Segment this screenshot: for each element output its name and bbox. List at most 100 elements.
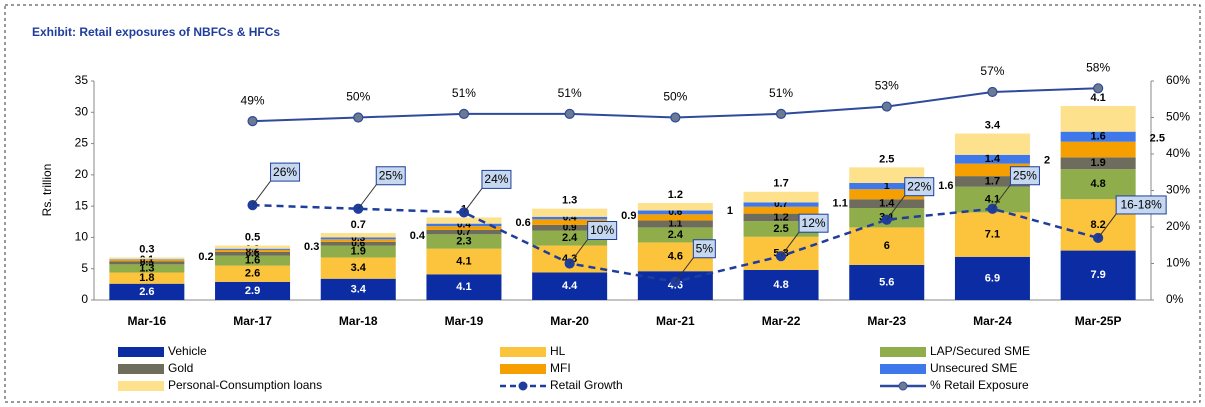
legend-swatch (880, 347, 926, 357)
label-box (798, 213, 829, 233)
bar-value-label: 0.5 (245, 231, 260, 243)
line-value-label: 25% (1013, 168, 1037, 182)
line-point (775, 108, 787, 119)
bar-segment (849, 199, 925, 209)
label-leader (569, 239, 589, 264)
line-value-label: 26% (273, 165, 297, 179)
line-value-label: 53% (875, 79, 899, 93)
bar-value-label: 4.1 (456, 281, 471, 293)
line-point (1093, 83, 1104, 94)
bar-segment (109, 272, 185, 284)
bar-value-label: 0.3 (304, 241, 319, 253)
bar-value-label: 2 (1044, 155, 1050, 167)
bar-segment (109, 259, 185, 260)
label-leader (674, 257, 694, 283)
label-leader (992, 184, 1011, 210)
x-tick-label: Mar-19 (445, 314, 484, 328)
bar-value-label: 1.6 (938, 180, 953, 192)
line-value-label: 25% (379, 168, 403, 182)
legend-label: MFI (550, 361, 571, 375)
x-tick-label: Mar-20 (550, 314, 589, 328)
bar-segment (849, 227, 925, 265)
bar-value-label: 0.2 (246, 244, 260, 255)
bar-segment (426, 217, 502, 224)
bar-segment (637, 210, 713, 215)
bar-value-label: 0.7 (351, 219, 366, 231)
x-tick-label: Mar-22 (762, 314, 801, 328)
bar-segment (109, 257, 185, 260)
bar-segment (637, 214, 713, 221)
bar-segment (954, 212, 1030, 257)
legend-label: Unsecured SME (930, 361, 1017, 375)
bar-value-label: 0.4 (457, 220, 471, 231)
y-tick-label: 35 (75, 73, 89, 87)
bar-segment (849, 182, 925, 190)
y2-tick-label: 10% (1166, 256, 1190, 270)
bar-value-label: 0.4 (410, 230, 426, 242)
line-value-label: 51% (769, 86, 793, 100)
y-tick-label: 5 (81, 261, 88, 275)
x-tick-label: Mar-24 (973, 314, 1012, 328)
bar-value-label: 1.9 (1091, 157, 1106, 169)
x-tick-label: Mar-16 (128, 314, 167, 328)
line-value-label: 24% (484, 172, 508, 186)
y2-tick-label: 30% (1166, 183, 1190, 197)
y-tick-label: 15 (75, 198, 89, 212)
label-leader (463, 188, 483, 213)
bar-value-label: 6.9 (985, 272, 1000, 284)
bar-segment (426, 223, 502, 227)
bar-value-label: 4.1 (1091, 92, 1106, 104)
bar-segment (637, 203, 713, 211)
bar-segment (320, 239, 396, 242)
bar-segment (532, 208, 608, 217)
bar-segment (320, 241, 396, 246)
bar-value-label: 0.7 (774, 199, 788, 210)
label-leader (357, 184, 377, 210)
bar-value-label: 2.6 (245, 268, 260, 280)
line-value-label: 16-18% (1120, 198, 1162, 212)
bar-value-label: 4.8 (1091, 178, 1106, 190)
bar-value-label: 1.4 (985, 153, 1001, 165)
bar-value-label: 6 (884, 240, 890, 252)
line-value-label: 50% (346, 90, 370, 104)
bar-segment (743, 191, 819, 203)
bar-segment (1060, 169, 1136, 200)
bar-segment (532, 224, 608, 231)
line-point (247, 200, 258, 211)
legend-label: % Retail Exposure (930, 378, 1029, 392)
bar-value-label: 3.4 (985, 119, 1001, 131)
bar-value-label: 0.2 (198, 251, 213, 263)
bar-segment (426, 274, 502, 300)
bar-value-label: 2.4 (562, 232, 578, 244)
bar-value-label: 2.9 (245, 285, 260, 297)
y-axis-label: Rs. trillion (40, 164, 54, 217)
label-box (692, 239, 716, 259)
bar-value-label: 0.7 (457, 227, 471, 238)
bar-segment (532, 216, 608, 220)
bar-segment (320, 245, 396, 258)
legend-label: Personal-Consumption loans (168, 378, 322, 392)
bar-value-label: 0.3 (351, 233, 365, 244)
bar-segment (215, 281, 291, 300)
bar-value-label: 4.1 (456, 255, 471, 267)
line-point (353, 112, 364, 123)
bar-value-label: 0.9 (621, 210, 636, 222)
y-tick-label: 20 (75, 167, 89, 181)
line-value-label: 57% (980, 64, 1004, 78)
bar-value-label: 1.2 (773, 211, 788, 223)
bar-value-label: 3.4 (351, 283, 367, 295)
legend-label: HL (550, 344, 566, 358)
legend-swatch (118, 364, 164, 374)
bar-segment (426, 226, 502, 230)
bar-value-label: 4.8 (773, 279, 788, 291)
bar-value-label: 7.9 (1091, 269, 1106, 281)
bar-value-label: 0.3 (139, 243, 154, 255)
bar-segment (849, 189, 925, 200)
x-tick-label: Mar-17 (233, 314, 272, 328)
x-tick-label: Mar-18 (339, 314, 378, 328)
bar-segment (532, 272, 608, 300)
label-box (481, 169, 512, 189)
bar-segment (215, 248, 291, 250)
bar-segment (426, 248, 502, 275)
bar-value-label: 4.6 (668, 251, 683, 263)
